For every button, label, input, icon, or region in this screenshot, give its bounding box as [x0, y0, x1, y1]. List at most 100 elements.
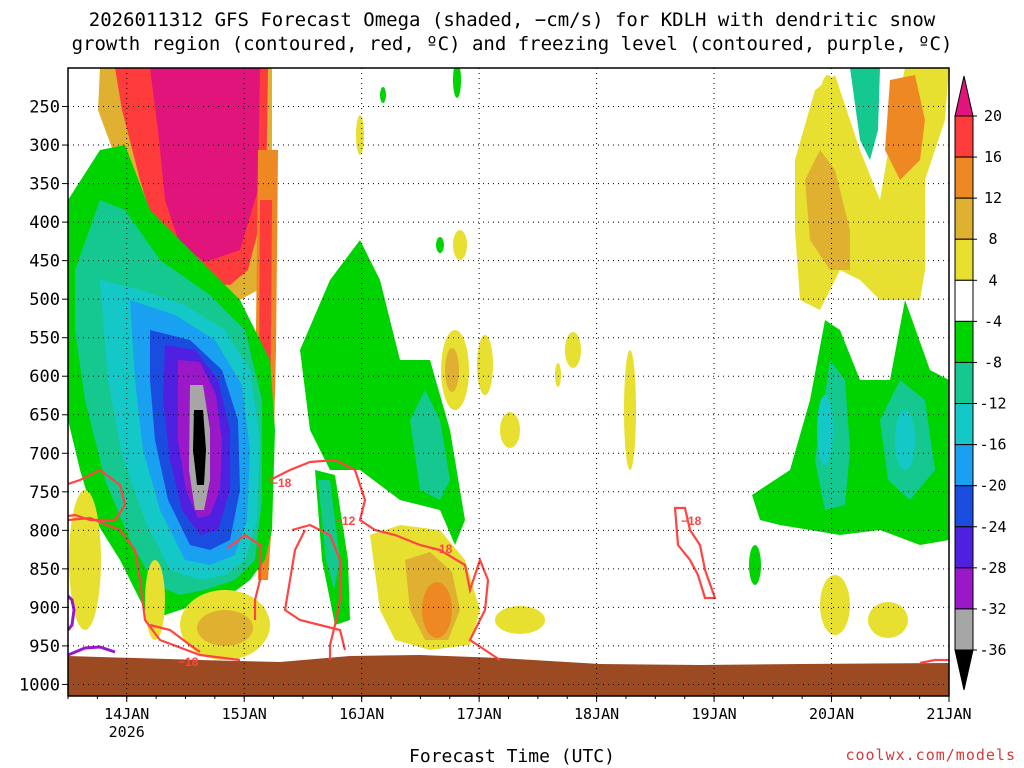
y-tick-label: 300 — [29, 136, 60, 156]
dgz-contour-3 — [149, 623, 201, 653]
colorbar-label: -20 — [979, 477, 1006, 495]
x-tick-label: 14JAN — [104, 705, 149, 723]
y-tick-label: 800 — [29, 521, 60, 541]
chart-title-line-1: 2026011312 GFS Forecast Omega (shaded, −… — [88, 9, 936, 31]
colorbar-label: -12 — [979, 395, 1006, 413]
y-tick-label: 900 — [29, 598, 60, 618]
colorbar-swatch — [954, 75, 974, 117]
omega-region-cyan-day7 — [817, 395, 833, 465]
omega-region-yellow-day7d — [868, 602, 908, 638]
omega-region-upper-magenta — [150, 68, 260, 262]
omega-region-yellow-day3f — [495, 606, 545, 634]
y-tick-label: 750 — [29, 483, 60, 503]
y-tick-label: 850 — [29, 560, 60, 580]
x-tick-label: 15JAN — [222, 705, 267, 723]
dgz-label: −18 — [178, 655, 199, 669]
dgz-contours — [68, 458, 949, 665]
omega-region-teal-top-d7 — [850, 68, 880, 160]
colorbar-swatch — [954, 526, 974, 569]
omega-region-yellow-day7c — [820, 575, 850, 635]
omega-region-yellow-d4b — [624, 350, 636, 470]
dgz-contour-6 — [291, 523, 342, 660]
omega-region-black — [193, 410, 206, 485]
chart-title-line-2: growth region (contoured, red, ºC) and f… — [71, 33, 953, 55]
colorbar-label: 8 — [988, 230, 997, 248]
omega-region-yellow-day3e — [477, 335, 493, 395]
y-tick-label: 500 — [29, 290, 60, 310]
y-tick-label: 350 — [29, 175, 60, 195]
colorbar-swatch — [954, 567, 974, 610]
x-tick-label: 19JAN — [691, 705, 736, 723]
omega-region-lowlevel-yellow-2 — [69, 490, 101, 630]
x-tick-label: 21JAN — [926, 705, 971, 723]
colorbar-swatch — [954, 197, 974, 240]
dgz-contour-8 — [673, 506, 717, 600]
colorbar-label: 4 — [988, 271, 997, 289]
omega-region-lowlevel-orange-1 — [197, 610, 253, 646]
dgz-label: −12 — [335, 514, 356, 528]
colorbar-swatch — [954, 238, 974, 281]
omega-region-yellow-day7e — [820, 75, 836, 125]
colorbar-label: -32 — [979, 600, 1006, 618]
omega-region-yellow-d4c — [555, 363, 561, 387]
y-tick-label: 650 — [29, 406, 60, 426]
x-tick-label: 16JAN — [339, 705, 384, 723]
dgz-label: −18 — [681, 514, 702, 528]
y-tick-label: 250 — [29, 98, 60, 118]
colorbar-swatch — [954, 361, 974, 405]
dgz-label: −18 — [432, 542, 453, 556]
freezing-contour-2 — [68, 645, 116, 657]
ground-surface — [68, 655, 949, 696]
dgz-contour-9 — [919, 658, 949, 665]
colorbar-swatch — [954, 115, 974, 158]
colorbar-swatch — [954, 485, 974, 528]
colorbar-swatch — [954, 608, 974, 651]
omega-region-yellow-d4a — [565, 332, 581, 368]
omega-region-orange-day3b — [422, 582, 452, 638]
x-tick-label: 20JAN — [809, 705, 854, 723]
omega-region-yellow-top — [356, 115, 364, 155]
omega-region-cyan-day7b — [895, 410, 915, 470]
omega-region-green-top-c — [380, 87, 386, 103]
y-tick-label: 550 — [29, 329, 60, 349]
credit-link[interactable]: coolwx.com/models — [845, 746, 1016, 764]
colorbar-swatch — [954, 403, 974, 446]
omega-region-teal-day2 — [410, 390, 450, 500]
omega-region-yellow-day3h — [453, 230, 467, 260]
colorbar-swatch — [954, 320, 974, 363]
colorbar-label: 16 — [984, 148, 1002, 166]
omega-region-green-top-b — [436, 237, 444, 253]
omega-region-lowlevel-yellow-3 — [145, 560, 165, 640]
dgz-contour-7 — [283, 529, 347, 651]
colorbar-label: 12 — [984, 189, 1002, 207]
colorbar-label: -28 — [979, 559, 1006, 577]
dgz-contour-2 — [68, 516, 241, 662]
dgz-label: −18 — [271, 476, 292, 490]
colorbar-label: -16 — [979, 436, 1006, 454]
dgz-labels: −18 −12 −18 −18 −18 — [178, 476, 702, 669]
colorbar-swatch — [954, 649, 974, 691]
freezing-contour-1 — [68, 594, 76, 631]
omega-region-orange-day7b — [885, 75, 925, 180]
x-tick-label: 18JAN — [574, 705, 619, 723]
freezing-level-contours — [68, 594, 116, 657]
colorbar-label: 20 — [984, 107, 1002, 125]
omega-region-green-day7c — [749, 545, 761, 585]
colorbar-swatch — [954, 279, 974, 322]
colorbar: -36 -32 -28 -24 -20 -16 -12 -8 -4 4 8 12 16 20 — [954, 75, 1007, 691]
x-axis-label: Forecast Time (UTC) — [409, 746, 615, 767]
colorbar-label: -36 — [979, 641, 1006, 659]
colorbar-label: -24 — [979, 518, 1006, 536]
omega-shading-layer — [68, 68, 949, 660]
colorbar-label: -4 — [984, 312, 1002, 330]
dgz-contour-4 — [227, 533, 262, 620]
dgz-contour-1 — [68, 468, 127, 522]
omega-region-orange-day3d — [445, 348, 459, 392]
y-tick-label: 450 — [29, 252, 60, 272]
x-tick-label: 17JAN — [457, 705, 502, 723]
dgz-contour-5 — [269, 458, 501, 661]
y-tick-label: 600 — [29, 367, 60, 387]
y-tick-label: 1000 — [19, 675, 60, 695]
